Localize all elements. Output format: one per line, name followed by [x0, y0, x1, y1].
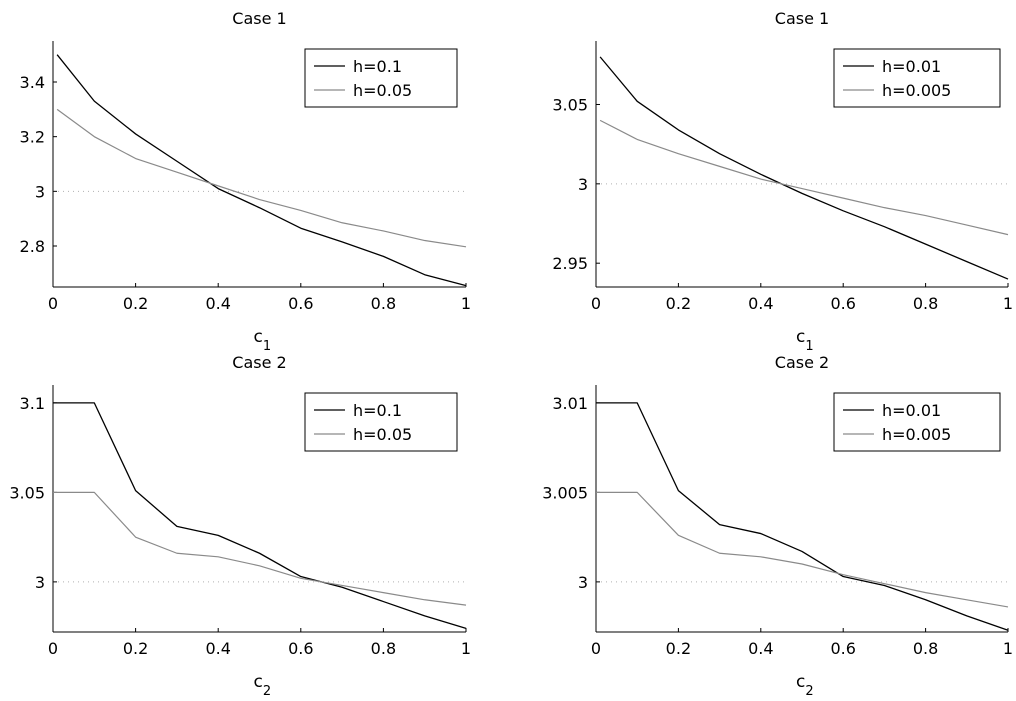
y-tick-label: 3.05 — [9, 483, 45, 502]
x-tick-label: 0.8 — [913, 294, 938, 313]
x-tick-label: 0.8 — [371, 294, 396, 313]
legend-entry: h=0.01 — [882, 401, 941, 420]
x-tick-label: 0 — [591, 294, 601, 313]
x-tick-label: 0.6 — [288, 639, 313, 658]
x-tick-label: 0 — [48, 639, 58, 658]
chart-panel-1: Case 10 0.2 0.4 0.6 0.8 12.833.23.4c1h=0.1h=0… — [20, 9, 472, 354]
chart-panel-4: Case 20 0.2 0.4 0.6 0.8 133.0053.01c2h=0.01h=… — [542, 353, 1013, 699]
legend-box — [833, 392, 1001, 452]
legend: h=0.01 h=0.005 — [833, 48, 1001, 108]
x-tick-label: 0.4 — [205, 639, 230, 658]
y-tick-label: 3 — [35, 182, 45, 201]
series-line-2 — [596, 491, 1009, 608]
legend-box — [304, 48, 458, 108]
y-tick-label: 3.2 — [20, 128, 45, 147]
x-tick-label: 0.2 — [123, 639, 148, 658]
x-tick-label: 0 — [48, 294, 58, 313]
series-line-2 — [53, 491, 467, 606]
chart-title: Case 2 — [232, 353, 286, 372]
y-tick-label: 2.95 — [552, 254, 588, 273]
legend-entry: h=0.01 — [882, 57, 941, 76]
series-line-1 — [56, 54, 467, 287]
x-tick-label: 0.6 — [288, 294, 313, 313]
legend-entry: h=0.1 — [353, 401, 402, 420]
y-tick-label: 3.005 — [542, 483, 588, 502]
x-axis-label: c1 — [796, 327, 814, 354]
y-tick-label: 2.8 — [20, 237, 45, 256]
x-axis-label: c2 — [254, 672, 272, 699]
chart-panel-2: Case 10 0.2 0.4 0.6 0.8 12.9533.05c1h=0.01h=0… — [552, 9, 1013, 354]
legend: h=0.1 h=0.05 — [304, 392, 458, 452]
x-tick-label: 0 — [591, 639, 601, 658]
chart-title: Case 1 — [232, 9, 286, 28]
y-tick-label: 3 — [35, 573, 45, 592]
x-tick-label: 0.6 — [830, 639, 855, 658]
chart-panel-3: Case 2 0 0.2 0.4 0.6 0.8 1 3 3.05 3.1 c2 h=0.1 h=0.0… — [9, 353, 471, 699]
series-line-1 — [596, 402, 1009, 631]
x-tick-label: 0.2 — [123, 294, 148, 313]
legend-entry: h=0.05 — [353, 425, 412, 444]
series-line-1 — [53, 402, 467, 630]
legend: h=0.1 h=0.05 — [304, 48, 458, 108]
legend-entry: h=0.1 — [353, 57, 402, 76]
y-tick-label: 3.4 — [20, 73, 45, 92]
legend-entry: h=0.005 — [882, 425, 951, 444]
chart-title: Case 1 — [775, 9, 829, 28]
legend-entry: h=0.05 — [353, 81, 412, 100]
y-tick-label: 3.01 — [552, 394, 588, 413]
series-line-2 — [56, 108, 467, 248]
x-tick-label: 1 — [461, 294, 471, 313]
y-tick-label: 3 — [578, 573, 588, 592]
y-tick-label: 3.1 — [20, 394, 45, 413]
legend-box — [833, 48, 1001, 108]
x-axis-label: c1 — [254, 327, 272, 354]
x-tick-label: 1 — [461, 639, 471, 658]
legend-entry: h=0.005 — [882, 81, 951, 100]
x-tick-label: 0.4 — [748, 294, 773, 313]
x-tick-label: 0.4 — [205, 294, 230, 313]
x-tick-label: 0.2 — [666, 294, 691, 313]
x-axis-label: c2 — [796, 672, 814, 699]
series-line-1 — [599, 56, 1009, 280]
chart-title: Case 2 — [775, 353, 829, 372]
x-tick-label: 0.8 — [913, 639, 938, 658]
x-tick-label: 1 — [1003, 639, 1013, 658]
y-tick-label: 3 — [578, 175, 588, 194]
series-line-2 — [599, 119, 1009, 236]
x-tick-label: 0.6 — [830, 294, 855, 313]
x-tick-label: 1 — [1003, 294, 1013, 313]
y-tick-label: 3.05 — [552, 95, 588, 114]
x-tick-label: 0.2 — [666, 639, 691, 658]
x-tick-label: 0.4 — [748, 639, 773, 658]
x-tick-label: 0.8 — [371, 639, 396, 658]
legend: h=0.01 h=0.005 — [833, 392, 1001, 452]
legend-box — [304, 392, 458, 452]
